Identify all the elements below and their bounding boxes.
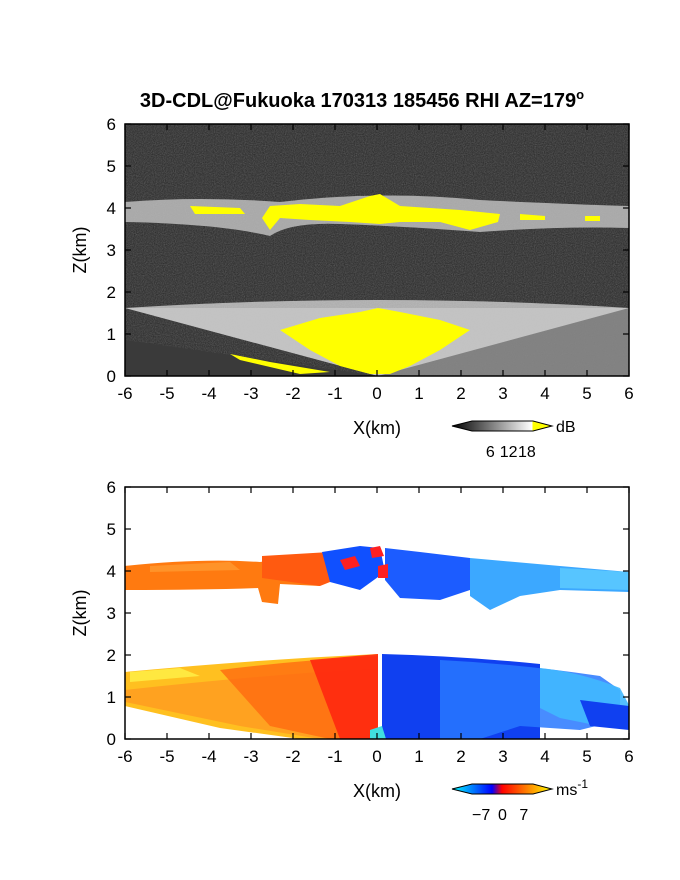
x-tick-label: -4 xyxy=(201,747,216,766)
colorbar-tick-label: 12 xyxy=(500,444,518,461)
x-tick-label: 6 xyxy=(624,747,633,766)
y-tick-label: 4 xyxy=(107,199,116,218)
x-tick-label: -2 xyxy=(285,384,300,403)
x-axis-label: X(km) xyxy=(353,781,401,801)
x-tick-label: -1 xyxy=(327,384,342,403)
y-tick-label: 0 xyxy=(107,730,116,749)
colorbar-velocity: −7 0 7 ms-1 xyxy=(451,777,588,824)
x-tick-label: 0 xyxy=(372,747,381,766)
x-axis-ticks: -6 -5 -4 -3 -2 -1 0 1 2 3 4 5 6 xyxy=(117,487,634,766)
x-axis-label: X(km) xyxy=(353,418,401,438)
velocity-field xyxy=(125,487,629,739)
x-tick-label: 6 xyxy=(624,384,633,403)
colorbar-tick-label: −7 xyxy=(472,807,490,824)
reflectivity-field xyxy=(125,124,629,376)
colorbar-ticks: 6 12 18 xyxy=(486,444,536,461)
colorbar-bar xyxy=(451,783,554,795)
x-tick-label: 2 xyxy=(456,747,465,766)
y-tick-label: 5 xyxy=(107,157,116,176)
y-axis-ticks: 0 1 2 3 4 5 6 xyxy=(107,115,629,386)
x-tick-label: -4 xyxy=(201,384,216,403)
x-axis-ticks: -6 -5 -4 -3 -2 -1 0 1 2 3 4 5 6 xyxy=(117,124,634,403)
colorbar-unit: ms-1 xyxy=(556,777,588,799)
y-tick-label: 5 xyxy=(107,520,116,539)
y-tick-label: 6 xyxy=(107,478,116,497)
x-tick-label: 1 xyxy=(414,384,423,403)
x-tick-label: 5 xyxy=(582,747,591,766)
x-tick-label: 0 xyxy=(372,384,381,403)
colorbar-tick-label: 0 xyxy=(498,807,507,824)
x-tick-label: -5 xyxy=(159,747,174,766)
x-tick-label: -6 xyxy=(117,384,132,403)
y-tick-label: 0 xyxy=(107,367,116,386)
x-tick-label: 4 xyxy=(540,747,549,766)
y-tick-label: 1 xyxy=(107,325,116,344)
x-tick-label: 3 xyxy=(498,384,507,403)
x-tick-label: -3 xyxy=(243,747,258,766)
x-tick-label: 1 xyxy=(414,747,423,766)
colorbar-tick-label: 18 xyxy=(518,444,536,461)
y-tick-label: 2 xyxy=(107,646,116,665)
y-tick-label: 6 xyxy=(107,115,116,134)
colorbar-tick-label: 6 xyxy=(486,444,495,461)
x-tick-label: -1 xyxy=(327,747,342,766)
x-tick-label: -2 xyxy=(285,747,300,766)
colorbar-tick-label: 7 xyxy=(519,807,528,824)
y-axis-label: Z(km) xyxy=(70,590,90,637)
y-axis-label: Z(km) xyxy=(70,227,90,274)
x-tick-label: -3 xyxy=(243,384,258,403)
colorbar-reflectivity: 6 12 18 dB xyxy=(451,419,576,461)
y-axis-ticks: 0 1 2 3 4 5 6 xyxy=(107,478,629,749)
x-tick-label: 2 xyxy=(456,384,465,403)
colorbar-unit: dB xyxy=(556,419,576,436)
y-tick-label: 3 xyxy=(107,604,116,623)
x-tick-label: -5 xyxy=(159,384,174,403)
figure-title: 3D-CDL@Fukuoka 170313 185456 RHI AZ=179o xyxy=(140,87,584,112)
y-tick-label: 3 xyxy=(107,241,116,260)
y-tick-label: 4 xyxy=(107,562,116,581)
y-tick-label: 2 xyxy=(107,283,116,302)
colorbar-bar xyxy=(451,420,554,432)
y-tick-label: 1 xyxy=(107,688,116,707)
x-tick-label: 4 xyxy=(540,384,549,403)
x-tick-label: 5 xyxy=(582,384,591,403)
x-tick-label: -6 xyxy=(117,747,132,766)
colorbar-ticks: −7 0 7 xyxy=(472,807,528,824)
x-tick-label: 3 xyxy=(498,747,507,766)
